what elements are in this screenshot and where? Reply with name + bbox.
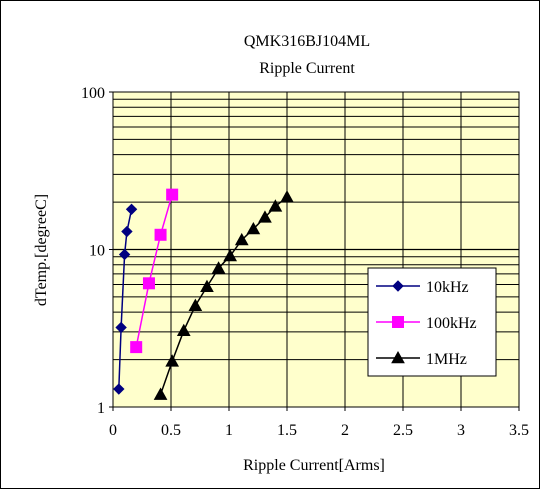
y-tick-label: 10 — [89, 243, 105, 260]
data-point-1mhz — [165, 354, 180, 367]
legend-marker-100khz — [392, 316, 404, 328]
data-point-10khz — [121, 225, 133, 238]
data-point-100khz — [130, 341, 143, 354]
data-point-10khz — [125, 203, 138, 216]
series-line-100khz — [135, 194, 173, 348]
data-point-1mhz — [268, 199, 283, 212]
x-tick-label: 0.5 — [161, 422, 181, 439]
series-10khz — [113, 203, 138, 395]
y-tick-label: 1 — [97, 400, 105, 417]
data-point-1mhz — [246, 221, 261, 235]
x-tick-label: 3 — [457, 422, 465, 439]
x-tick-label: 2 — [341, 422, 349, 439]
x-axis-label: Ripple Current[Arms] — [243, 457, 385, 474]
y-axis-label: dTemp.[degreeC] — [33, 194, 50, 306]
data-point-1mhz — [200, 279, 214, 293]
legend-label-100khz: 100kHz — [426, 315, 477, 332]
legend-label-1mhz: 1MHz — [426, 351, 467, 368]
data-point-10khz — [115, 321, 127, 334]
data-point-10khz — [118, 248, 131, 261]
series-1mhz — [153, 190, 294, 400]
x-tick-label: 1 — [225, 422, 233, 439]
series-100khz — [130, 188, 179, 354]
data-point-100khz — [154, 228, 167, 241]
axis-ticks: 0 0.5 1 1.5 2 2.5 3 3.5 1 10 100 — [81, 85, 529, 439]
data-point-1mhz — [258, 210, 272, 223]
data-point-100khz — [166, 188, 179, 201]
data-point-1mhz — [280, 190, 294, 203]
legend-marker-10khz — [392, 280, 404, 292]
data-point-1mhz — [188, 298, 203, 311]
data-point-1mhz — [234, 232, 249, 246]
legend-label-10khz: 10kHz — [426, 279, 469, 296]
x-tick-label: 0 — [109, 422, 117, 439]
x-tick-label: 3.5 — [509, 422, 529, 439]
data-point-1mhz — [211, 261, 226, 274]
data-point-1mhz — [223, 248, 238, 262]
y-tick-label: 100 — [81, 85, 105, 102]
chart-title: QMK316BJ104ML — [244, 33, 370, 50]
x-tick-label: 1.5 — [277, 422, 297, 439]
data-series — [113, 188, 294, 400]
data-point-100khz — [142, 277, 155, 290]
data-point-1mhz — [176, 323, 191, 337]
chart-subtitle: Ripple Current — [259, 60, 355, 77]
legend: 10kHz 100kHz 1MHz — [367, 267, 497, 377]
x-tick-label: 2.5 — [393, 422, 413, 439]
legend-marker-1mhz — [391, 350, 405, 364]
data-point-10khz — [113, 383, 125, 395]
data-point-1mhz — [153, 387, 168, 400]
